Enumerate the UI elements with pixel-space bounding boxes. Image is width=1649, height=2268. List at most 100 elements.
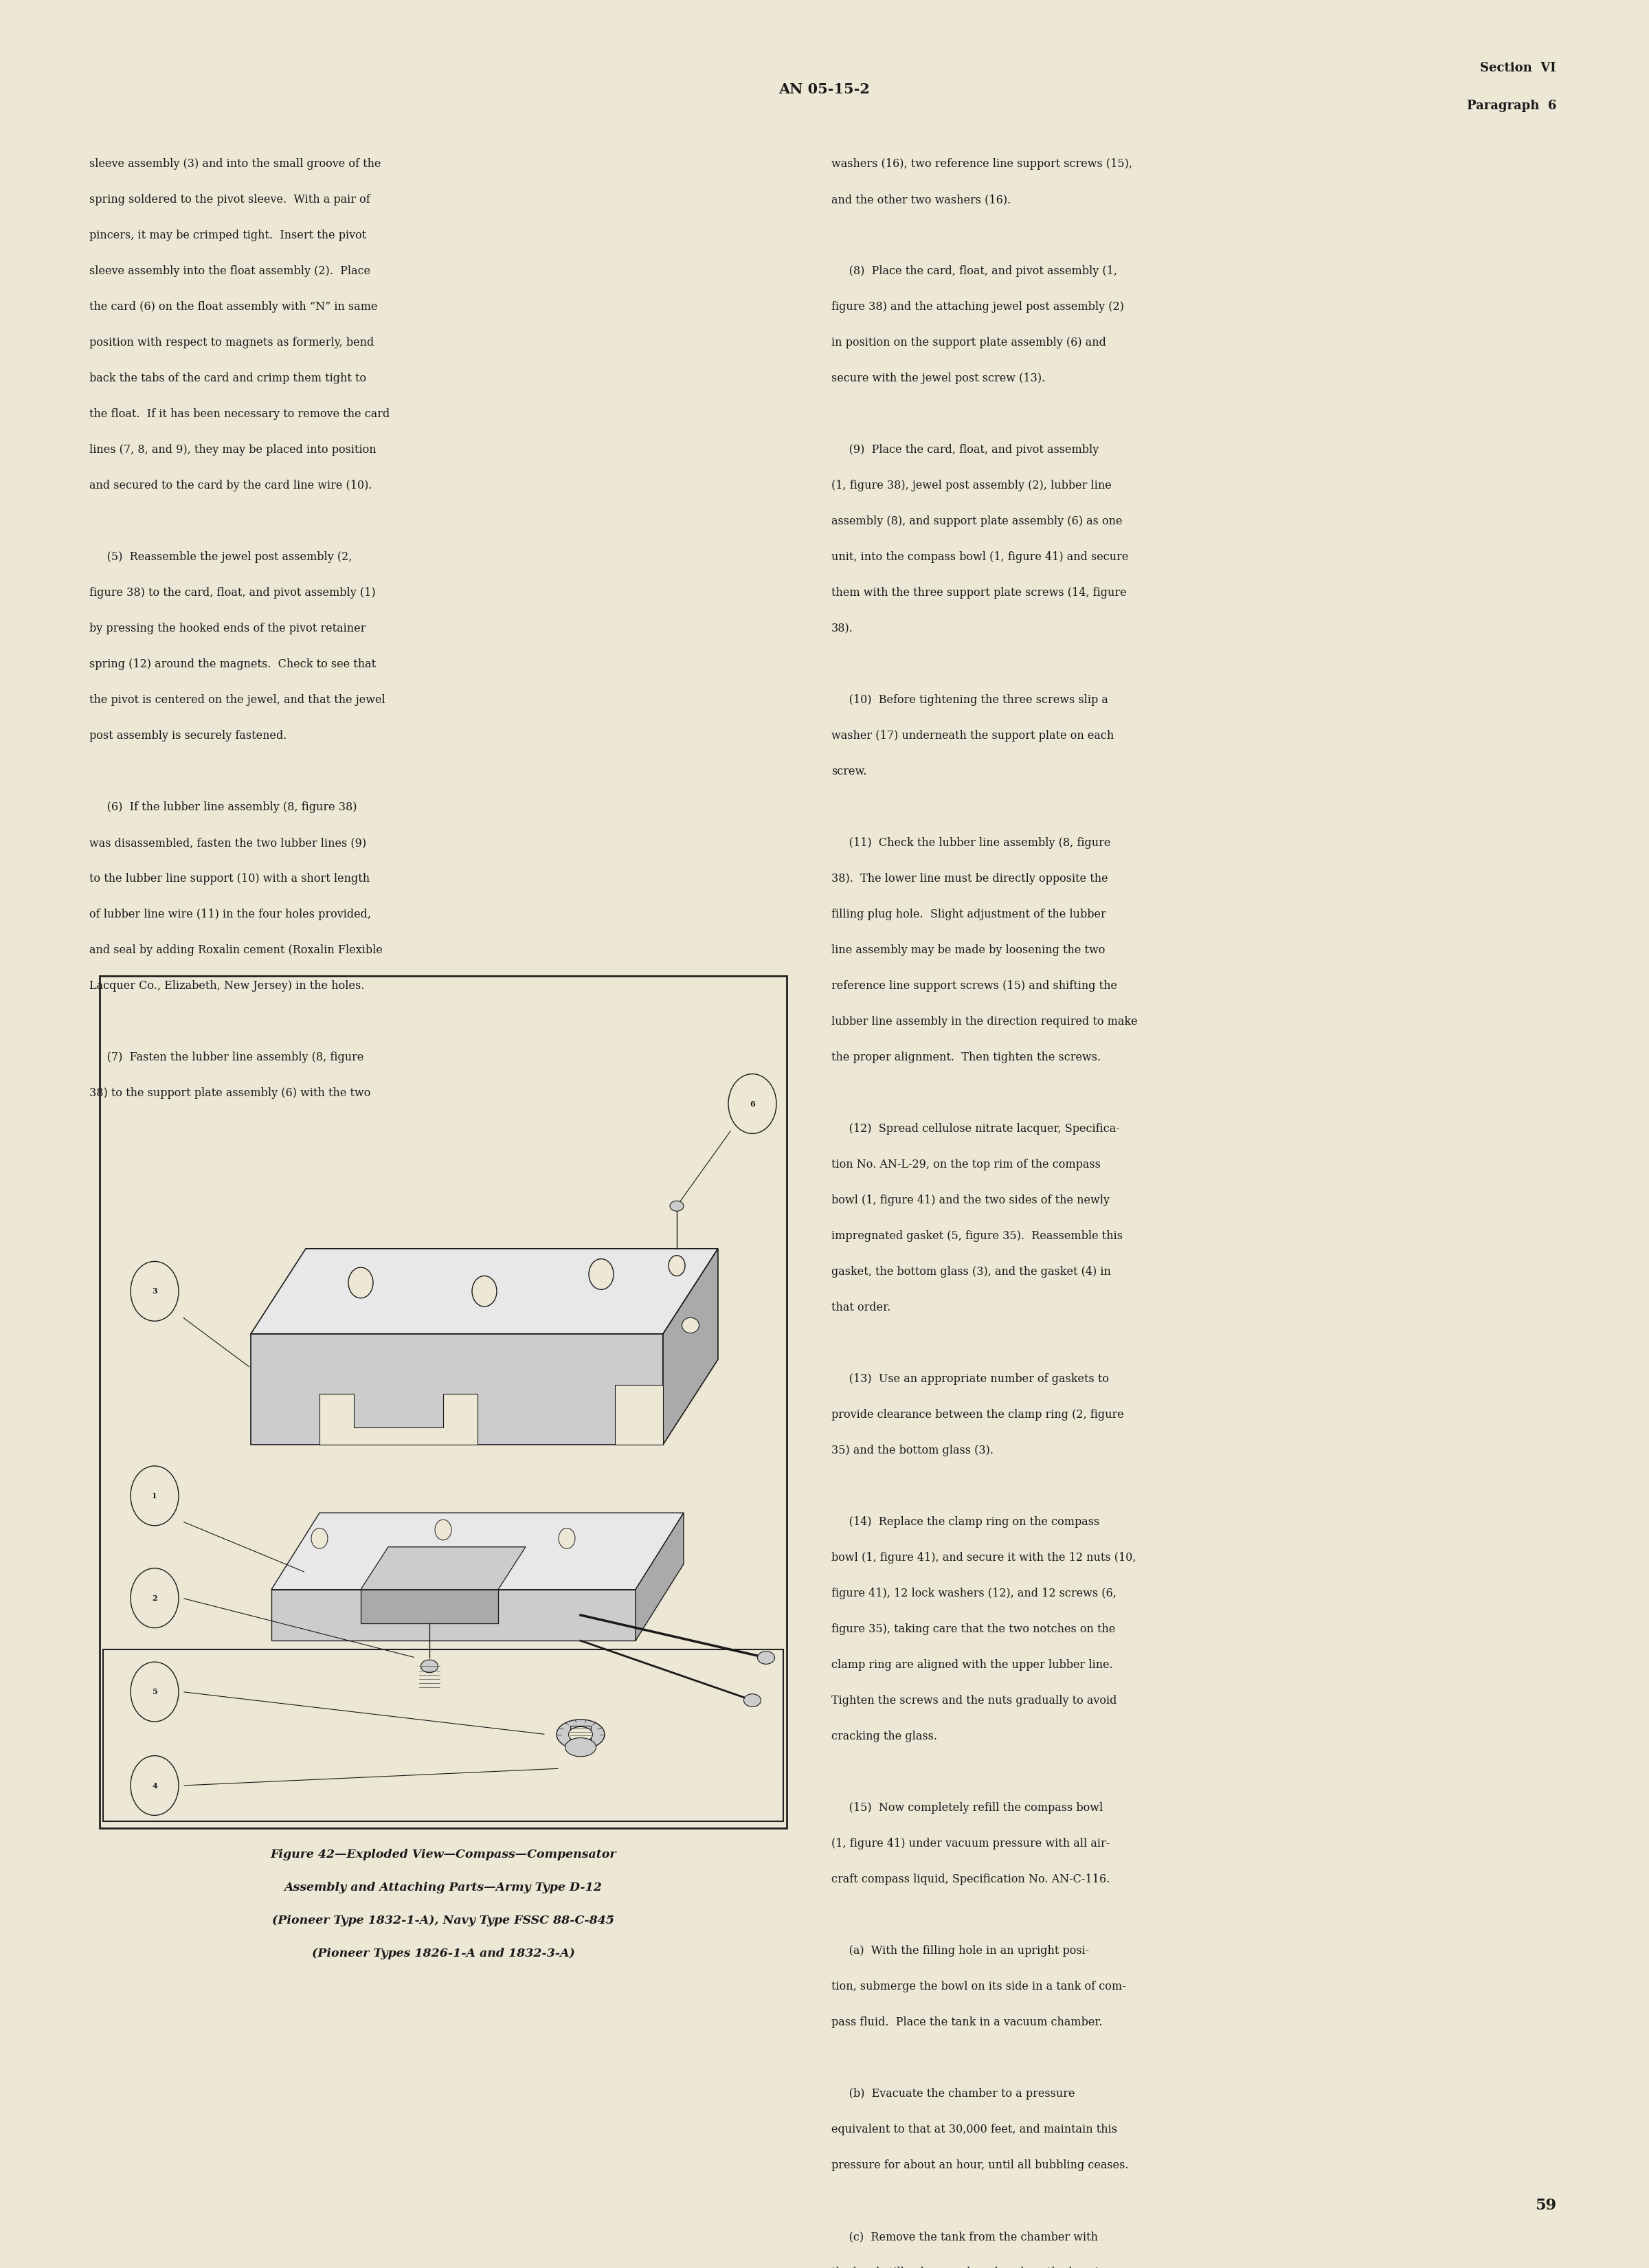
Text: figure 38) to the card, float, and pivot assembly (1): figure 38) to the card, float, and pivot… bbox=[89, 587, 376, 599]
Text: (b)  Evacuate the chamber to a pressure: (b) Evacuate the chamber to a pressure bbox=[831, 2089, 1075, 2100]
Text: 1: 1 bbox=[152, 1492, 157, 1499]
Text: spring (12) around the magnets.  Check to see that: spring (12) around the magnets. Check to… bbox=[89, 658, 376, 669]
Text: the pivot is centered on the jewel, and that the jewel: the pivot is centered on the jewel, and … bbox=[89, 694, 386, 705]
Text: bracket: bracket bbox=[120, 1774, 190, 1785]
Text: post assembly is securely fastened.: post assembly is securely fastened. bbox=[89, 730, 287, 742]
Text: secure with the jewel post screw (13).: secure with the jewel post screw (13). bbox=[831, 372, 1045, 383]
Text: washers (16), two reference line support screws (15),: washers (16), two reference line support… bbox=[831, 159, 1133, 170]
Text: equivalent to that at 30,000 feet, and maintain this: equivalent to that at 30,000 feet, and m… bbox=[831, 2123, 1118, 2136]
Text: 5  Shakeproof lock washer: 5 Shakeproof lock washer bbox=[457, 1737, 620, 1751]
Text: back the tabs of the card and crimp them tight to: back the tabs of the card and crimp them… bbox=[89, 372, 366, 383]
Text: impregnated gasket (5, figure 35).  Reassemble this: impregnated gasket (5, figure 35). Reass… bbox=[831, 1229, 1123, 1243]
Text: (a)  With the filling hole in an upright posi-: (a) With the filling hole in an upright … bbox=[831, 1946, 1090, 1957]
Circle shape bbox=[130, 1755, 178, 1814]
Polygon shape bbox=[361, 1547, 526, 1590]
Text: (8)  Place the card, float, and pivot assembly (1,: (8) Place the card, float, and pivot ass… bbox=[831, 265, 1118, 277]
Polygon shape bbox=[635, 1513, 684, 1640]
Polygon shape bbox=[251, 1250, 717, 1334]
Text: 4: 4 bbox=[152, 1783, 157, 1789]
Text: 38).  The lower line must be directly opposite the: 38). The lower line must be directly opp… bbox=[831, 873, 1108, 885]
Text: to the lubber line support (10) with a short length: to the lubber line support (10) with a s… bbox=[89, 873, 369, 885]
Ellipse shape bbox=[420, 1660, 439, 1672]
Text: in position on the support plate assembly (6) and: in position on the support plate assembl… bbox=[831, 336, 1106, 349]
Text: 1  Compensator assembly: 1 Compensator assembly bbox=[120, 1667, 277, 1678]
Text: and seal by adding Roxalin cement (Roxalin Flexible: and seal by adding Roxalin cement (Roxal… bbox=[89, 943, 383, 957]
Text: 4  Compensating mounting: 4 Compensating mounting bbox=[457, 1667, 625, 1678]
Text: (6)  If the lubber line assembly (8, figure 38): (6) If the lubber line assembly (8, figu… bbox=[89, 801, 356, 812]
Text: 6: 6 bbox=[750, 1100, 755, 1107]
Text: washer (17) underneath the support plate on each: washer (17) underneath the support plate… bbox=[831, 730, 1115, 742]
Ellipse shape bbox=[566, 1737, 595, 1755]
Text: and the other two washers (16).: and the other two washers (16). bbox=[831, 193, 1011, 206]
Text: 59: 59 bbox=[1535, 2198, 1557, 2214]
Text: figure 41), 12 lock washers (12), and 12 screws (6,: figure 41), 12 lock washers (12), and 12… bbox=[831, 1588, 1116, 1599]
Text: bowl (1, figure 41) and the two sides of the newly: bowl (1, figure 41) and the two sides of… bbox=[831, 1195, 1110, 1207]
Polygon shape bbox=[615, 1386, 663, 1445]
Circle shape bbox=[130, 1465, 178, 1526]
Text: spring soldered to the pivot sleeve.  With a pair of: spring soldered to the pivot sleeve. Wit… bbox=[89, 193, 369, 206]
Circle shape bbox=[312, 1529, 328, 1549]
Text: assembly (8), and support plate assembly (6) as one: assembly (8), and support plate assembly… bbox=[831, 515, 1123, 526]
Text: (15)  Now completely refill the compass bowl: (15) Now completely refill the compass b… bbox=[831, 1803, 1103, 1814]
Polygon shape bbox=[320, 1393, 478, 1445]
Text: Tighten the screws and the nuts gradually to avoid: Tighten the screws and the nuts graduall… bbox=[831, 1694, 1116, 1706]
Text: 3: 3 bbox=[152, 1288, 157, 1295]
Ellipse shape bbox=[683, 1318, 699, 1334]
Text: lubber line assembly in the direction required to make: lubber line assembly in the direction re… bbox=[831, 1016, 1138, 1027]
Bar bbox=[99, 975, 787, 1828]
Text: Lacquer Co., Elizabeth, New Jersey) in the holes.: Lacquer Co., Elizabeth, New Jersey) in t… bbox=[89, 980, 364, 991]
Text: them with the three support plate screws (14, figure: them with the three support plate screws… bbox=[831, 587, 1126, 599]
Text: (9)  Place the card, float, and pivot assembly: (9) Place the card, float, and pivot ass… bbox=[831, 445, 1098, 456]
Text: (10)  Before tightening the three screws slip a: (10) Before tightening the three screws … bbox=[831, 694, 1108, 705]
Text: figure 38) and the attaching jewel post assembly (2): figure 38) and the attaching jewel post … bbox=[831, 302, 1125, 313]
Text: position with respect to magnets as formerly, bend: position with respect to magnets as form… bbox=[89, 336, 374, 349]
Text: screw.: screw. bbox=[831, 767, 867, 778]
Text: unit, into the compass bowl (1, figure 41) and secure: unit, into the compass bowl (1, figure 4… bbox=[831, 551, 1128, 562]
Text: Assembly and Attaching Parts—Army Type D-12: Assembly and Attaching Parts—Army Type D… bbox=[284, 1882, 602, 1894]
Text: (1, figure 41) under vacuum pressure with all air-: (1, figure 41) under vacuum pressure wit… bbox=[831, 1837, 1110, 1848]
Text: 3  Compensator mounting: 3 Compensator mounting bbox=[120, 1737, 280, 1751]
Text: (11)  Check the lubber line assembly (8, figure: (11) Check the lubber line assembly (8, … bbox=[831, 837, 1110, 848]
Circle shape bbox=[589, 1259, 613, 1290]
Text: filling plug hole.  Slight adjustment of the lubber: filling plug hole. Slight adjustment of … bbox=[831, 909, 1106, 921]
Text: and secured to the card by the card line wire (10).: and secured to the card by the card line… bbox=[89, 481, 373, 492]
Text: the float.  If it has been necessary to remove the card: the float. If it has been necessary to r… bbox=[89, 408, 389, 420]
Text: (Pioneer Type 1832-1-A), Navy Type FSSC 88-C-845: (Pioneer Type 1832-1-A), Navy Type FSSC … bbox=[272, 1914, 613, 1926]
Text: lines (7, 8, and 9), they may be placed into position: lines (7, 8, and 9), they may be placed … bbox=[89, 445, 376, 456]
Text: 38) to the support plate assembly (6) with the two: 38) to the support plate assembly (6) wi… bbox=[89, 1086, 371, 1100]
Circle shape bbox=[348, 1268, 373, 1297]
Text: sleeve assembly into the float assembly (2).  Place: sleeve assembly into the float assembly … bbox=[89, 265, 371, 277]
Text: 6  Cover screw: 6 Cover screw bbox=[457, 1774, 546, 1785]
Circle shape bbox=[435, 1520, 452, 1540]
Polygon shape bbox=[663, 1250, 717, 1445]
Text: (13)  Use an appropriate number of gaskets to: (13) Use an appropriate number of gasket… bbox=[831, 1372, 1110, 1386]
Text: that order.: that order. bbox=[831, 1302, 890, 1313]
Text: was disassembled, fasten the two lubber lines (9): was disassembled, fasten the two lubber … bbox=[89, 837, 366, 848]
Ellipse shape bbox=[557, 1719, 605, 1749]
Text: bowl (1, figure 41), and secure it with the 12 nuts (10,: bowl (1, figure 41), and secure it with … bbox=[831, 1551, 1136, 1563]
Circle shape bbox=[130, 1662, 178, 1721]
Text: (5)  Reassemble the jewel post assembly (2,: (5) Reassemble the jewel post assembly (… bbox=[89, 551, 351, 562]
Text: tion, submerge the bowl on its side in a tank of com-: tion, submerge the bowl on its side in a… bbox=[831, 1980, 1126, 1991]
Text: (Pioneer Types 1826-1-A and 1832-3-A): (Pioneer Types 1826-1-A and 1832-3-A) bbox=[312, 1948, 576, 1960]
Text: the card (6) on the float assembly with “N” in same: the card (6) on the float assembly with … bbox=[89, 302, 378, 313]
Text: tion No. AN-L-29, on the top rim of the compass: tion No. AN-L-29, on the top rim of the … bbox=[831, 1159, 1100, 1170]
Text: screw: screw bbox=[457, 1703, 514, 1715]
Circle shape bbox=[130, 1567, 178, 1628]
Text: of lubber line wire (11) in the four holes provided,: of lubber line wire (11) in the four hol… bbox=[89, 909, 371, 921]
Circle shape bbox=[472, 1277, 496, 1306]
Polygon shape bbox=[272, 1590, 635, 1640]
Ellipse shape bbox=[744, 1694, 760, 1708]
Text: line assembly may be made by loosening the two: line assembly may be made by loosening t… bbox=[831, 943, 1105, 957]
Text: (7)  Fasten the lubber line assembly (8, figure: (7) Fasten the lubber line assembly (8, … bbox=[89, 1052, 364, 1064]
Polygon shape bbox=[251, 1334, 663, 1445]
Text: pass fluid.  Place the tank in a vacuum chamber.: pass fluid. Place the tank in a vacuum c… bbox=[831, 2016, 1103, 2028]
Text: by pressing the hooked ends of the pivot retainer: by pressing the hooked ends of the pivot… bbox=[89, 624, 366, 635]
Bar bbox=[102, 1649, 783, 1821]
Text: pressure for about an hour, until all bubbling ceases.: pressure for about an hour, until all bu… bbox=[831, 2159, 1128, 2170]
Ellipse shape bbox=[757, 1651, 775, 1665]
Text: gasket, the bottom glass (3), and the gasket (4) in: gasket, the bottom glass (3), and the ga… bbox=[831, 1266, 1111, 1277]
Circle shape bbox=[668, 1256, 684, 1277]
Text: (14)  Replace the clamp ring on the compass: (14) Replace the clamp ring on the compa… bbox=[831, 1515, 1100, 1529]
Text: the proper alignment.  Then tighten the screws.: the proper alignment. Then tighten the s… bbox=[831, 1052, 1102, 1064]
